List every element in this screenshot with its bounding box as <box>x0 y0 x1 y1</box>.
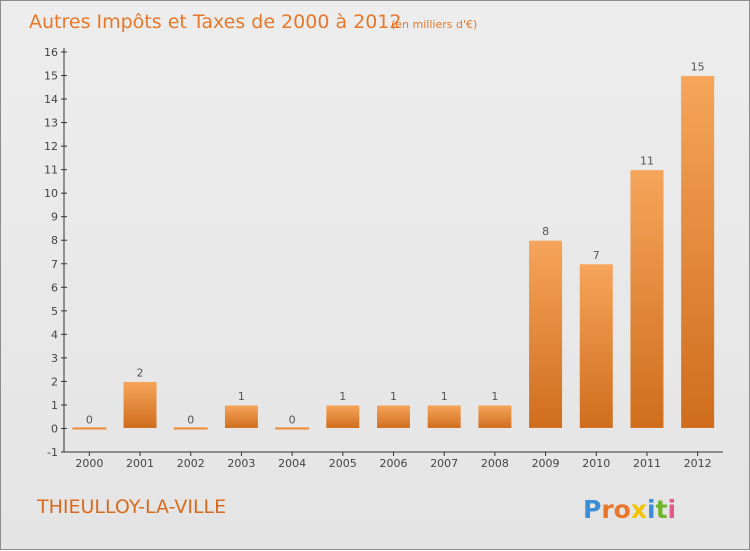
x-tick-label: 2008 <box>481 457 509 470</box>
logo-letter: i <box>647 495 656 524</box>
bar-value-label: 1 <box>238 390 245 403</box>
bar <box>528 239 564 429</box>
y-tick-label: 10 <box>44 187 58 200</box>
bar <box>275 427 310 430</box>
logo-letter: t <box>656 495 668 524</box>
y-tick-label: 2 <box>51 375 58 388</box>
logo-letter: o <box>614 495 631 524</box>
y-tick-label: 16 <box>44 46 58 59</box>
y-tick-label: 12 <box>44 140 58 153</box>
x-tick-label: 2000 <box>75 457 103 470</box>
logo-letter: x <box>631 495 647 524</box>
bar-value-label: 8 <box>542 225 549 238</box>
bar-value-label: 1 <box>491 390 498 403</box>
x-tick-label: 2002 <box>177 457 205 470</box>
bar <box>680 75 716 429</box>
bar-value-label: 15 <box>691 61 705 74</box>
logo-letter: i <box>668 495 677 524</box>
bar <box>72 427 107 430</box>
x-tick-label: 2001 <box>126 457 154 470</box>
bar-value-label: 0 <box>86 413 93 426</box>
bar <box>477 404 513 429</box>
bar <box>426 404 462 429</box>
bar <box>629 169 665 429</box>
x-tick-label: 2006 <box>380 457 408 470</box>
bar-value-label: 0 <box>187 413 194 426</box>
y-tick-label: 1 <box>51 399 58 412</box>
bar-value-label: 2 <box>137 366 144 379</box>
y-tick-label: 15 <box>44 70 58 83</box>
y-tick-label: -1 <box>47 446 58 459</box>
bar <box>122 380 158 429</box>
y-tick-label: 5 <box>51 305 58 318</box>
bar-value-label: 1 <box>339 390 346 403</box>
bar <box>578 263 614 429</box>
bar-value-label: 7 <box>593 249 600 262</box>
y-tick-label: 3 <box>51 352 58 365</box>
y-tick-label: 4 <box>51 328 58 341</box>
logo-letter: r <box>601 495 614 524</box>
x-tick-label: 2009 <box>532 457 560 470</box>
y-tick-label: 8 <box>51 234 58 247</box>
bar-value-label: 0 <box>289 413 296 426</box>
bar <box>376 404 411 429</box>
bar-value-label: 1 <box>441 390 448 403</box>
x-tick-label: 2004 <box>278 457 306 470</box>
x-tick-label: 2007 <box>430 457 458 470</box>
y-tick-label: 0 <box>51 422 58 435</box>
bar-value-label: 11 <box>640 155 654 168</box>
x-tick-label: 2012 <box>684 457 712 470</box>
y-tick-label: 7 <box>51 258 58 271</box>
proxiti-logo: Proxiti <box>583 495 676 524</box>
y-tick-label: 9 <box>51 211 58 224</box>
y-tick-label: 14 <box>44 93 58 106</box>
y-tick-label: 6 <box>51 281 58 294</box>
bar <box>223 404 259 429</box>
bar <box>325 404 361 429</box>
x-tick-label: 2010 <box>582 457 610 470</box>
commune-name: THIEULLOY-LA-VILLE <box>36 496 226 518</box>
y-tick-label: 13 <box>44 117 58 130</box>
bar-value-label: 1 <box>390 390 397 403</box>
chart-subtitle: (en milliers d'€) <box>391 18 477 31</box>
x-tick-label: 2011 <box>633 457 661 470</box>
y-tick-label: 11 <box>44 164 58 177</box>
x-tick-label: 2005 <box>329 457 357 470</box>
bar <box>173 427 208 430</box>
x-tick-label: 2003 <box>227 457 255 470</box>
logo-letter: P <box>583 495 601 524</box>
chart-title: Autres Impôts et Taxes de 2000 à 2012 <box>29 11 402 33</box>
